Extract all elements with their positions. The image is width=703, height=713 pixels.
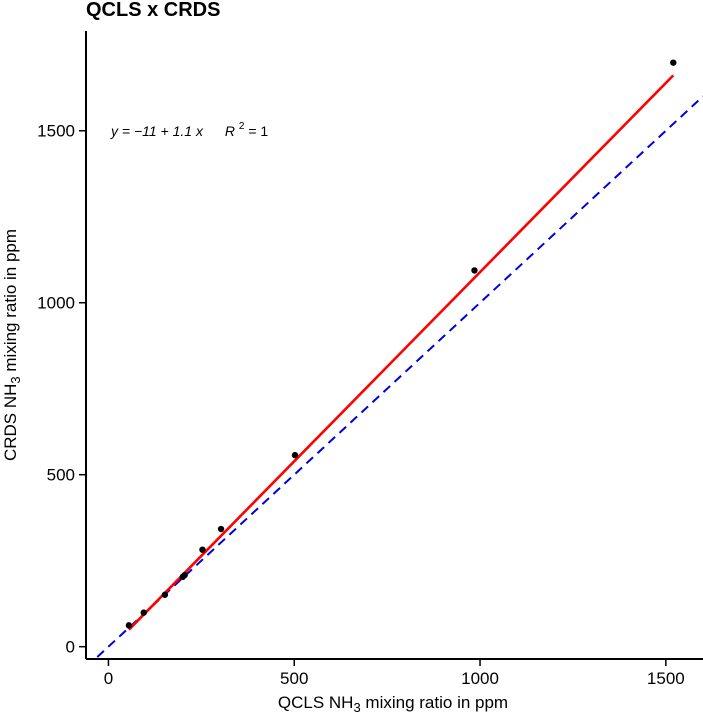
r-squared-symbol: R [225, 123, 235, 139]
lines-layer [96, 74, 703, 658]
x-tick-label: 0 [104, 669, 113, 688]
data-point [140, 609, 147, 616]
regression-equation: y = −11 + 1.1 x R 2 = 1 [110, 116, 268, 139]
chart-title: QCLS x CRDS [86, 0, 220, 21]
x-tick-label: 1500 [647, 669, 685, 688]
y-tick-label: 0 [66, 638, 75, 657]
x-axis-ticks: 0 500 1000 1500 [104, 659, 685, 688]
points-layer [125, 59, 677, 629]
y-tick-label: 500 [47, 466, 75, 485]
y-axis-label: CRDS NH3 mixing ratio in ppm [1, 229, 23, 461]
data-point [199, 546, 206, 553]
data-point [125, 622, 133, 629]
y-axis-ticks: 0 500 1000 1500 [37, 122, 86, 657]
data-point [471, 267, 478, 274]
svg-text:y = −11 + 1.1 x R: y = −11 + 1.1 x R 2 = 1 [110, 116, 268, 139]
identity-line [96, 95, 703, 658]
x-tick-label: 1000 [461, 669, 499, 688]
y-tick-label: 1500 [37, 122, 75, 141]
x-tick-label: 500 [280, 669, 308, 688]
equation-text: y = −11 + 1.1 x [110, 123, 204, 139]
x-axis-label: QCLS NH3 mixing ratio in ppm [278, 693, 508, 713]
data-point [181, 571, 188, 579]
data-point [161, 591, 169, 598]
r-squared-value: = 1 [248, 123, 268, 139]
data-point [217, 525, 225, 533]
r-squared-exponent: 2 [239, 121, 245, 132]
data-point [670, 59, 677, 66]
regression-line [127, 74, 675, 631]
y-tick-label: 1000 [37, 294, 75, 313]
data-point [291, 451, 299, 459]
